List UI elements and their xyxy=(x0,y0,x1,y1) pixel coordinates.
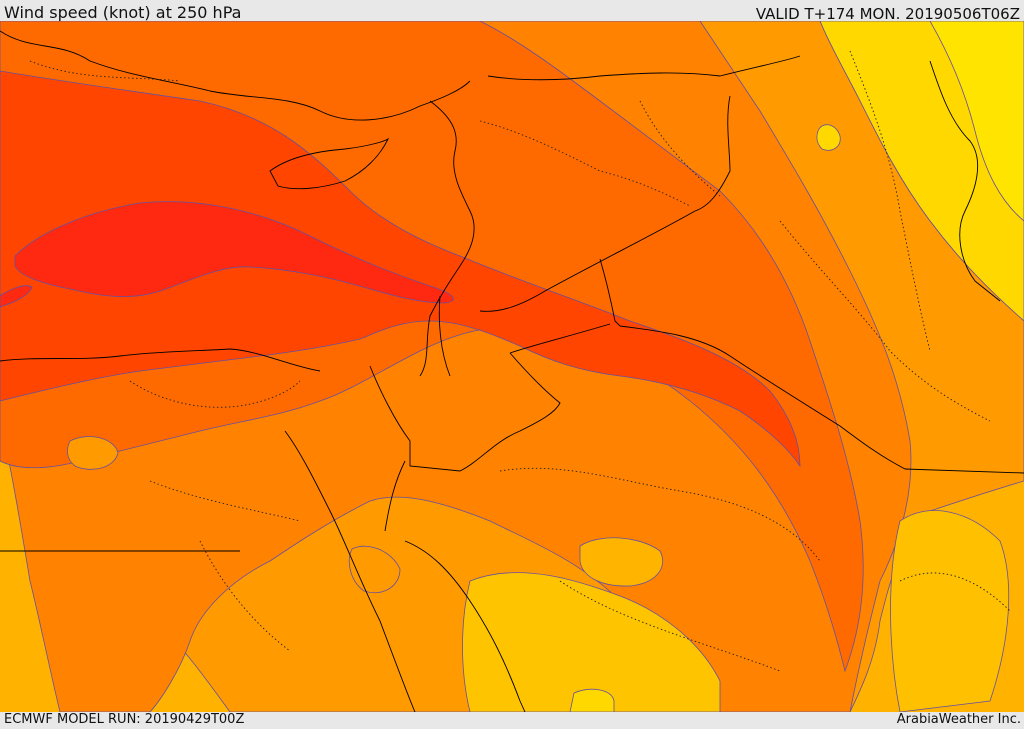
band-yellow-bright xyxy=(929,21,1024,222)
wind-speed-map xyxy=(0,21,1024,712)
model-run: ECMWF MODEL RUN: 20190429T00Z xyxy=(4,712,245,727)
map-title: Wind speed (knot) at 250 hPa xyxy=(4,3,242,22)
valid-time: VALID T+174 MON. 20190506T06Z xyxy=(755,5,1020,23)
band-light-island-2 xyxy=(462,572,721,712)
band-light-island-1 xyxy=(579,537,664,587)
credit: ArabiaWeather Inc. xyxy=(896,712,1021,727)
bottom-bar xyxy=(0,712,1024,729)
band-red-spot xyxy=(0,285,33,308)
band-red-orange xyxy=(0,70,801,468)
band-orange-island xyxy=(67,436,119,470)
band-light-island-3 xyxy=(890,510,1010,712)
province-lines xyxy=(29,50,1011,672)
band-yellow-island xyxy=(569,688,615,712)
band-yellow-island-2 xyxy=(816,124,841,151)
band-orange-island-2 xyxy=(348,545,401,594)
top-bar xyxy=(0,0,1024,21)
borders xyxy=(0,30,1024,712)
band-red xyxy=(14,201,454,304)
